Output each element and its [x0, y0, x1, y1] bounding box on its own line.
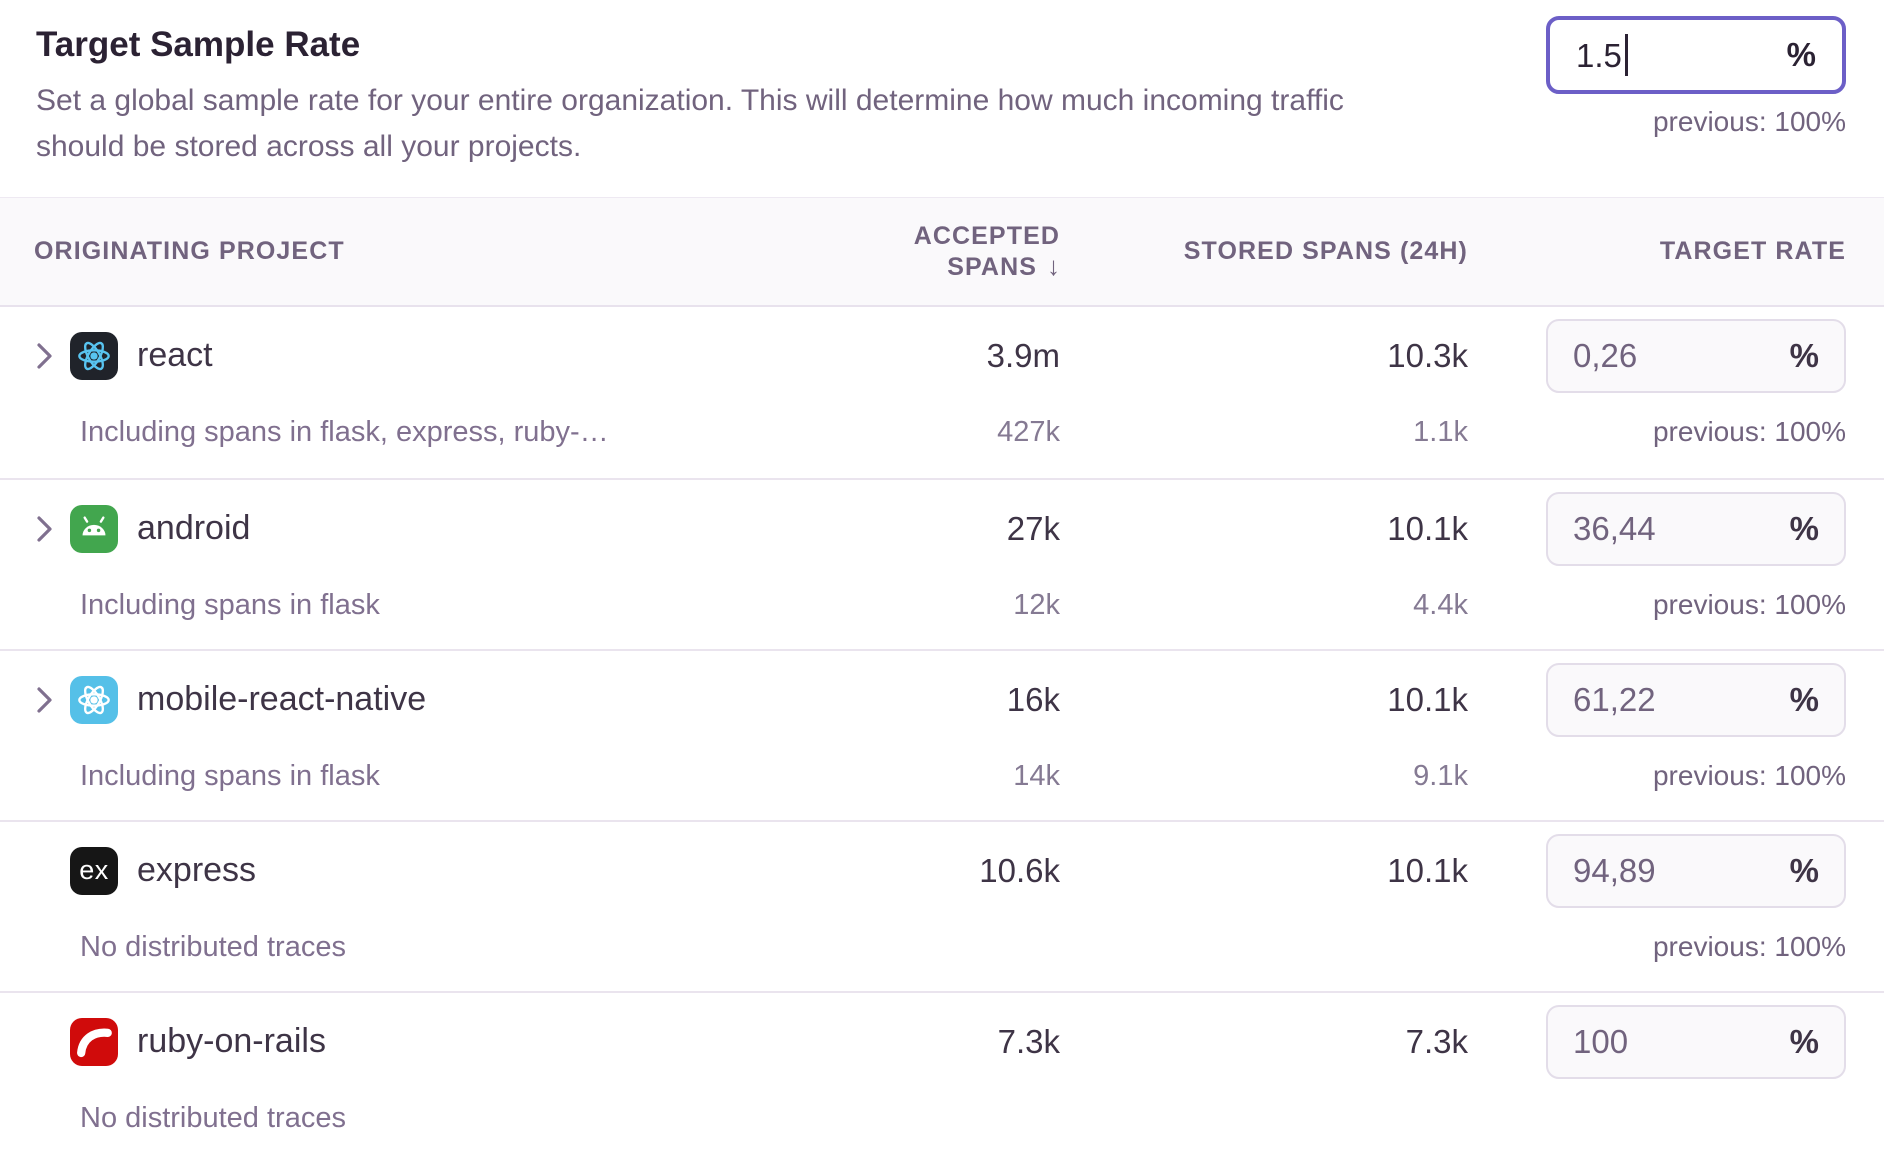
sub-stored-spans-value: 4.4k	[1413, 589, 1468, 621]
previous-rate: previous: 100%	[1652, 760, 1846, 791]
sub-accepted-spans-value: 12k	[1013, 589, 1060, 621]
global-sample-rate-input[interactable]: 1.5 %	[1546, 16, 1846, 94]
express-icon-glyph: ex	[79, 855, 109, 885]
express-platform-icon: ex	[70, 846, 118, 895]
project-row-mobile-react-native: mobile-react-native 16k 10.1k 61,22 % In…	[0, 649, 1884, 820]
sub-accepted-spans-value: 427k	[997, 416, 1060, 448]
percent-suffix: %	[1786, 36, 1816, 73]
table-row: android 27k 10.1k 36,44 %	[0, 480, 1884, 577]
project-row-express: ex express 10.6k 10.1k 94,89 % No distri…	[0, 820, 1884, 991]
distributed-traces-note: Including spans in flask	[80, 760, 380, 792]
column-header-target-rate: TARGET RATE	[1659, 237, 1846, 265]
sub-stored-spans-value	[1060, 1090, 1468, 1102]
react-platform-icon	[70, 331, 118, 380]
description-line-1: Set a global sample rate for your entire…	[36, 84, 1344, 117]
global-previous-rate: previous: 100%	[1652, 106, 1846, 137]
project-row-ruby-on-rails: ruby-on-rails 7.3k 7.3k 100 % No distrib…	[0, 991, 1884, 1160]
stored-spans-value: 7.3k	[1405, 1022, 1468, 1060]
accepted-spans-value: 16k	[1006, 680, 1060, 718]
previous-rate: previous: 100%	[1652, 416, 1846, 447]
previous-rate: previous: 100%	[1652, 931, 1846, 962]
expand-chevron-icon[interactable]	[34, 339, 58, 373]
target-rate-input[interactable]: 100 %	[1546, 1004, 1846, 1079]
project-name: android	[137, 509, 251, 547]
distributed-traces-note: No distributed traces	[80, 1102, 346, 1134]
description-line-2: should be stored across all your project…	[36, 130, 582, 163]
target-rate-value: 36,44	[1573, 509, 1656, 547]
stored-spans-value: 10.3k	[1387, 336, 1468, 374]
sub-stored-spans-value	[1060, 919, 1468, 931]
percent-suffix: %	[1789, 509, 1819, 547]
row-details: No distributed traces	[0, 1090, 1884, 1160]
project-row-android: android 27k 10.1k 36,44 % Including span…	[0, 478, 1884, 649]
distributed-traces-note: Including spans in flask, express, ruby-…	[80, 416, 609, 448]
target-rate-value: 61,22	[1573, 680, 1656, 718]
accepted-spans-value: 27k	[1006, 509, 1060, 547]
percent-suffix: %	[1789, 680, 1819, 718]
sub-accepted-spans-value: 14k	[1013, 760, 1060, 792]
page-description: Set a global sample rate for your entire…	[36, 78, 1344, 170]
stored-spans-value: 10.1k	[1387, 680, 1468, 718]
percent-suffix: %	[1789, 851, 1819, 889]
target-rate-input[interactable]: 0,26 %	[1546, 318, 1846, 393]
table-header-row: ORIGINATING PROJECT ACCEPTED SPANS ↓ STOR…	[0, 197, 1884, 307]
row-details: Including spans in flask 14k 9.1k previo…	[0, 748, 1884, 820]
percent-suffix: %	[1789, 1022, 1819, 1060]
row-details: Including spans in flask 12k 4.4k previo…	[0, 577, 1884, 649]
stored-spans-value: 10.1k	[1387, 509, 1468, 547]
percent-suffix: %	[1789, 336, 1819, 374]
project-name: ruby-on-rails	[137, 1022, 326, 1060]
previous-rate	[1468, 1090, 1846, 1102]
distributed-traces-note: No distributed traces	[80, 931, 346, 963]
column-header-accepted-spans[interactable]: ACCEPTED SPANS ↓	[913, 221, 1060, 281]
android-platform-icon	[70, 504, 118, 553]
accepted-spans-value: 3.9m	[986, 336, 1060, 374]
target-rate-input[interactable]: 61,22 %	[1546, 662, 1846, 737]
expand-chevron-icon[interactable]	[34, 512, 58, 546]
table-row: react 3.9m 10.3k 0,26 %	[0, 307, 1884, 404]
row-details: No distributed traces previous: 100%	[0, 919, 1884, 991]
target-rate-value: 100	[1573, 1022, 1629, 1060]
text-cursor	[1624, 34, 1628, 76]
sub-stored-spans-value: 9.1k	[1413, 760, 1468, 792]
target-rate-value: 0,26	[1573, 336, 1638, 374]
row-details: Including spans in flask, express, ruby-…	[0, 404, 1884, 476]
distributed-traces-note: Including spans in flask	[80, 589, 380, 621]
sub-stored-spans-value: 1.1k	[1413, 416, 1468, 448]
target-rate-value: 94,89	[1573, 851, 1656, 889]
global-rate-value: 1.5	[1576, 34, 1628, 76]
accepted-spans-value: 10.6k	[979, 851, 1060, 889]
table-row: ex express 10.6k 10.1k 94,89 %	[0, 822, 1884, 919]
column-header-stored-spans: STORED SPANS (24H)	[1183, 237, 1468, 265]
table-row: mobile-react-native 16k 10.1k 61,22 %	[0, 651, 1884, 748]
previous-rate: previous: 100%	[1652, 589, 1846, 620]
sort-descending-icon: ↓	[1047, 250, 1060, 281]
stored-spans-value: 10.1k	[1387, 851, 1468, 889]
target-rate-input[interactable]: 94,89 %	[1546, 833, 1846, 908]
project-name: react	[137, 336, 213, 374]
sub-accepted-spans-value	[810, 1090, 1060, 1102]
expand-chevron-icon[interactable]	[34, 683, 58, 717]
project-name: mobile-react-native	[137, 680, 427, 718]
column-header-originating-project: ORIGINATING PROJECT	[34, 237, 345, 265]
target-sample-rate-section: Target Sample Rate Set a global sample r…	[0, 0, 1884, 197]
page-title: Target Sample Rate	[36, 25, 361, 64]
table-row: ruby-on-rails 7.3k 7.3k 100 %	[0, 993, 1884, 1090]
react-native-platform-icon	[70, 675, 118, 724]
project-name: express	[137, 851, 257, 889]
project-row-react: react 3.9m 10.3k 0,26 % Including spans …	[0, 307, 1884, 478]
ruby-on-rails-platform-icon	[70, 1017, 118, 1066]
sub-accepted-spans-value	[810, 919, 1060, 931]
target-rate-input[interactable]: 36,44 %	[1546, 491, 1846, 566]
accepted-spans-value: 7.3k	[997, 1022, 1060, 1060]
